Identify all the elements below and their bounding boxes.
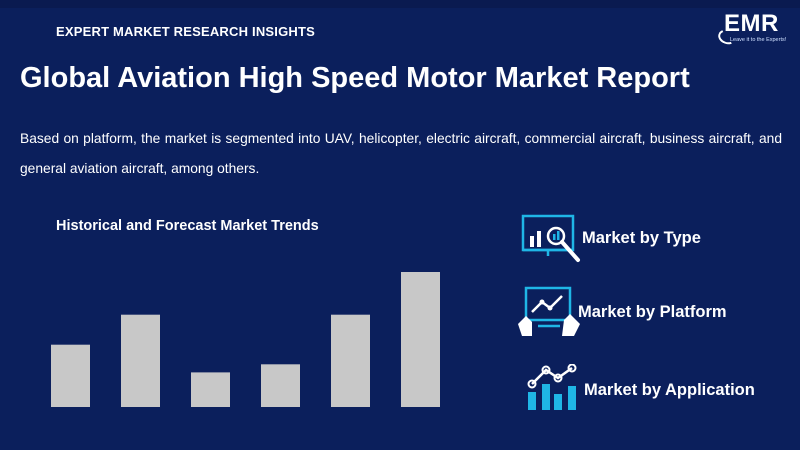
logo-text: EMR bbox=[724, 10, 779, 37]
chart-bar-6 bbox=[401, 272, 440, 407]
legend-item-application: Market by Application bbox=[522, 363, 755, 416]
chart-bar-4 bbox=[261, 364, 300, 407]
legend-item-platform: Market by Platform bbox=[516, 286, 727, 338]
bar-line-chart-icon bbox=[522, 363, 584, 416]
emr-logo: EMR Leave it to the Experts! bbox=[716, 10, 788, 47]
chart-bar-5 bbox=[331, 314, 370, 407]
chart-bar-1 bbox=[51, 344, 90, 407]
description-text: Based on platform, the market is segment… bbox=[20, 131, 782, 176]
magnifier-chart-icon bbox=[520, 212, 582, 264]
page-title: Global Aviation High Speed Motor Market … bbox=[20, 62, 690, 94]
chart-title: Historical and Forecast Market Trends bbox=[56, 218, 319, 234]
chart-bar-2 bbox=[121, 314, 160, 407]
top-bar bbox=[0, 0, 800, 8]
legend-label-platform: Market by Platform bbox=[578, 302, 727, 321]
legend-label-type: Market by Type bbox=[582, 228, 701, 247]
logo-tagline: Leave it to the Experts! bbox=[730, 37, 787, 43]
legend-item-type: Market by Type bbox=[520, 212, 701, 264]
header-kicker: EXPERT MARKET RESEARCH INSIGHTS bbox=[56, 24, 316, 39]
touch-chart-icon bbox=[516, 286, 580, 338]
bar-chart bbox=[51, 272, 440, 407]
legend-label-application: Market by Application bbox=[584, 380, 755, 399]
chart-bar-3 bbox=[191, 372, 230, 407]
